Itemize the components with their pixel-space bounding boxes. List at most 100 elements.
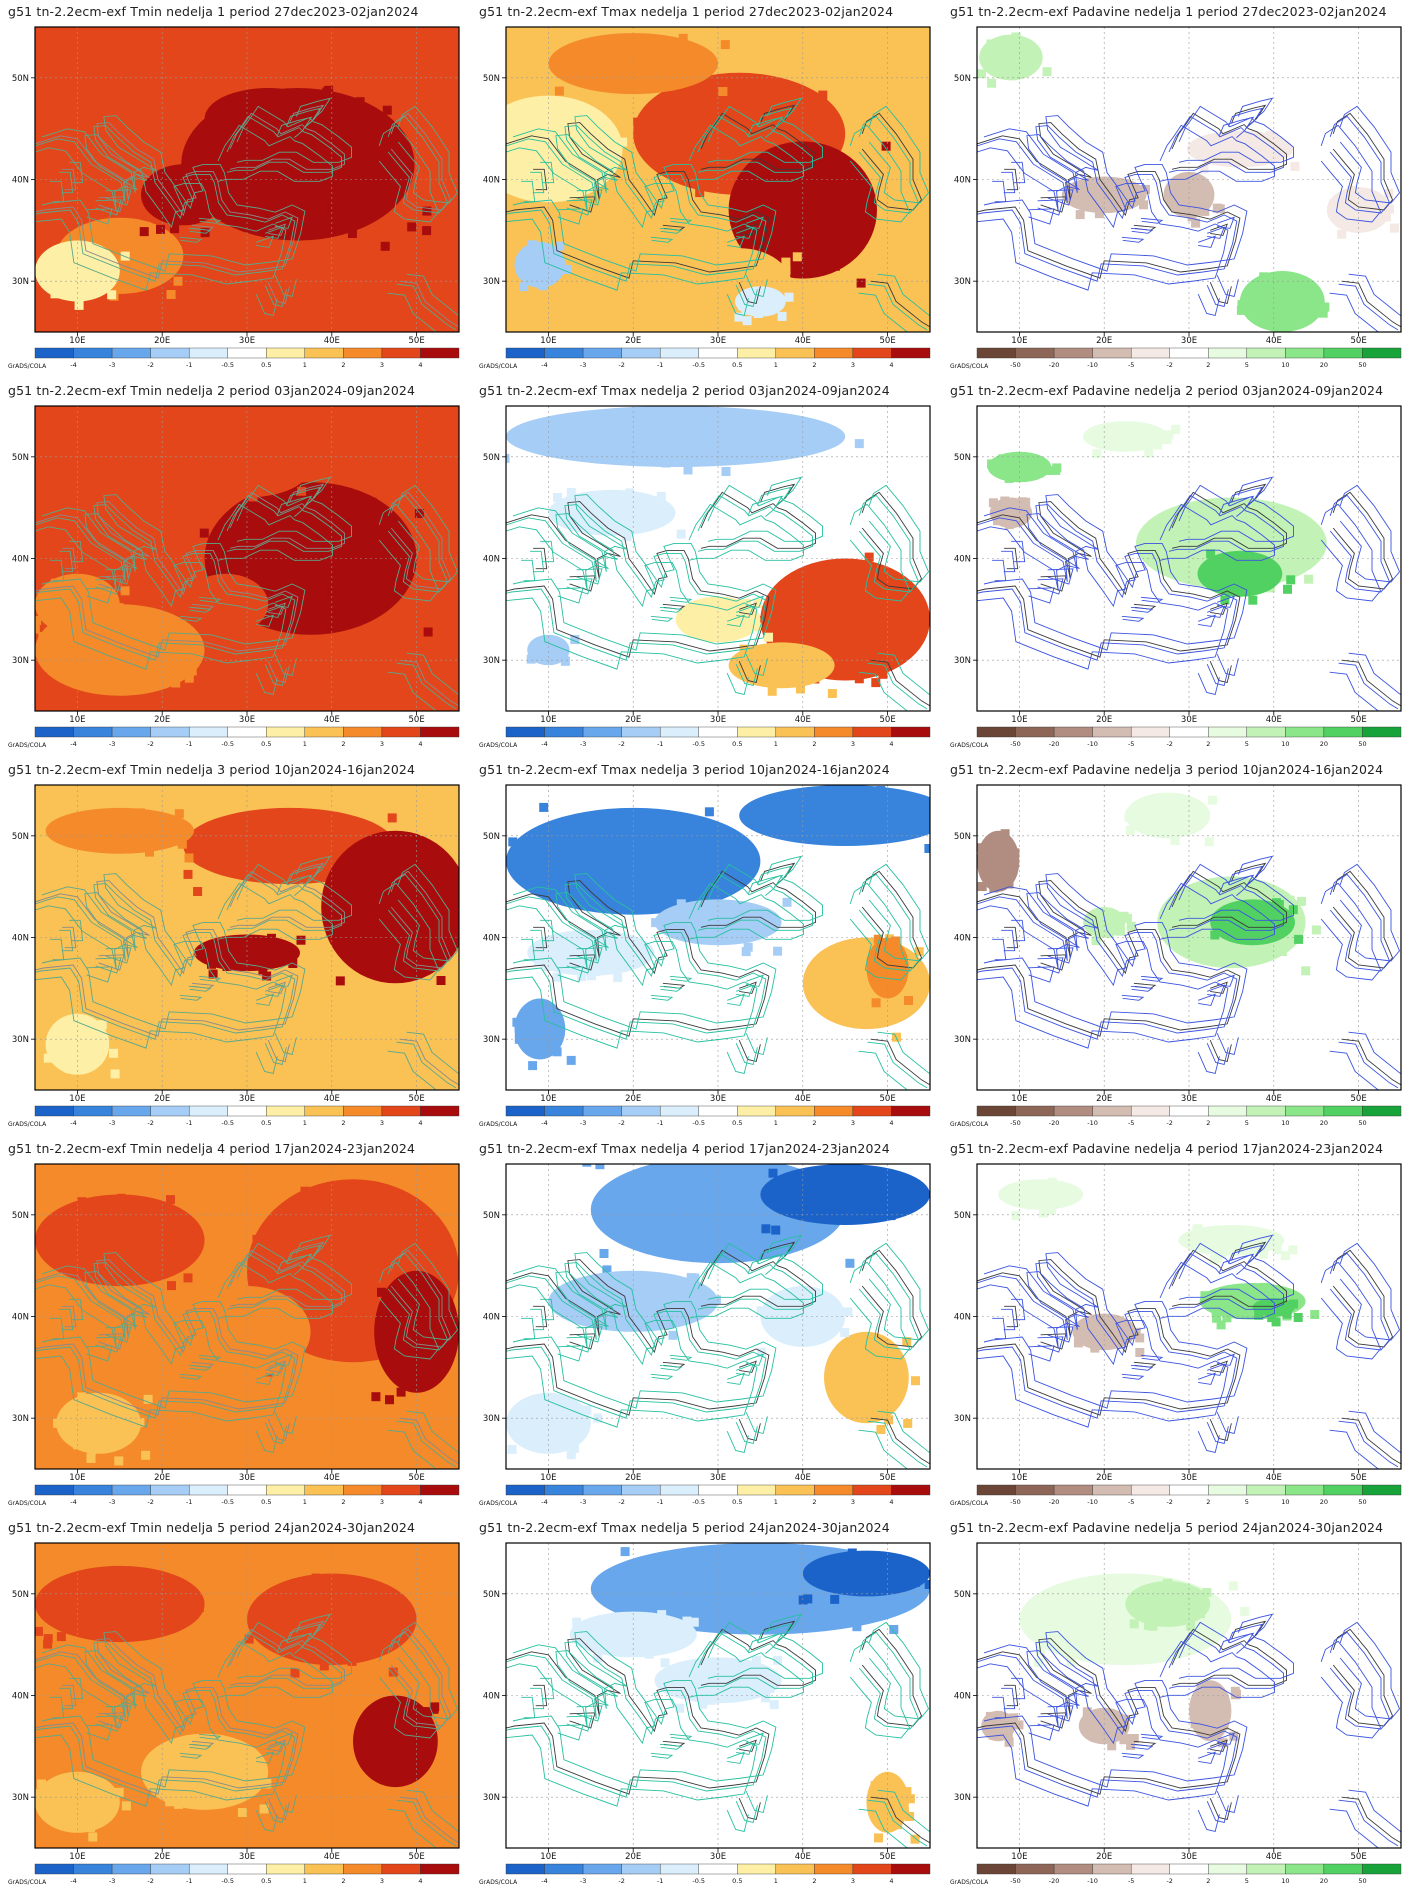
grid-block: [405, 1361, 415, 1371]
colorbar-segment: [1362, 347, 1402, 359]
grid-block: [739, 256, 749, 266]
colorbar-label: 10: [1281, 1498, 1289, 1506]
grid-block: [1256, 576, 1266, 586]
grid-block: [86, 1454, 96, 1463]
grid-block: [1285, 895, 1295, 905]
colorbar-label: -2: [618, 361, 624, 369]
grid-block: [220, 521, 230, 531]
colorbar-segment: [111, 347, 151, 359]
colorbar-segment: [381, 1863, 421, 1875]
tmax-anomaly-map: 10E 20E 30E 40E 50E 50N 40N 30N -4 -3 -2 -1 -0.5 0.5 1…: [483, 1542, 931, 1885]
grid-block: [1198, 195, 1208, 205]
colorbar-label: -4: [70, 1119, 76, 1127]
grid-block: [1073, 1338, 1083, 1348]
grid-block: [1119, 1735, 1129, 1745]
grid-block: [413, 1720, 423, 1730]
grid-block: [1019, 512, 1029, 522]
grid-block: [753, 309, 763, 318]
colorbar-label: -3: [109, 361, 115, 369]
grid-block: [538, 163, 548, 173]
grid-block: [141, 1450, 151, 1460]
lon-tick-label: 30E: [239, 715, 255, 725]
grid-block: [1075, 1329, 1084, 1339]
colorbar-label: -3: [580, 1877, 586, 1885]
lon-tick-label: 30E: [1181, 1473, 1197, 1483]
grid-block: [756, 1306, 766, 1316]
grid-block: [38, 632, 48, 642]
grid-block: [388, 1667, 398, 1677]
grid-block: [892, 1032, 901, 1042]
grid-block: [1141, 185, 1150, 194]
lat-tick-label: 30N: [12, 1035, 29, 1045]
colorbar-segment: [891, 347, 931, 359]
lat-tick-label: 30N: [954, 1793, 971, 1803]
colorbar-segment: [227, 347, 267, 359]
colorbar-label: -1: [657, 740, 663, 748]
grid-block: [224, 1746, 234, 1756]
grid-block: [1259, 1282, 1269, 1292]
colorbar-label: -2: [1166, 1498, 1172, 1506]
colorbar-segment: [621, 1863, 661, 1875]
grid-block: [43, 1639, 53, 1649]
lon-tick-label: 50E: [880, 336, 896, 346]
grid-block: [704, 415, 714, 425]
grid-block: [871, 998, 881, 1008]
colorbar-label: -4: [70, 1877, 76, 1885]
lon-tick-label: 50E: [1351, 1473, 1367, 1483]
lon-tick-label: 50E: [1351, 1094, 1367, 1104]
colorbar-label: -10: [1087, 1119, 1098, 1127]
lon-tick-label: 40E: [324, 715, 340, 725]
grid-block: [423, 1707, 433, 1717]
grid-block: [282, 144, 292, 153]
colorbar-label: -2: [147, 740, 153, 748]
tmax-anomaly-map: 10E 20E 30E 40E 50E 50N 40N 30N -4 -3 -2 -1 -0.5 0.5 1…: [483, 26, 931, 369]
colorbar-label: 1: [774, 361, 778, 369]
grid-block: [1184, 190, 1194, 200]
grid-block: [245, 625, 255, 635]
grid-block: [644, 1649, 654, 1659]
grid-block: [754, 445, 764, 455]
grid-block: [582, 1405, 592, 1415]
grid-block: [1010, 848, 1020, 858]
grid-block: [433, 955, 442, 965]
lon-tick-label: 50E: [1351, 1852, 1367, 1862]
grid-block: [262, 97, 272, 106]
lat-tick-label: 40N: [483, 1313, 500, 1323]
grid-block: [704, 807, 714, 817]
grid-block: [1195, 1609, 1205, 1619]
grid-block: [80, 817, 90, 827]
grid-block: [720, 40, 730, 50]
grid-block: [1126, 1740, 1136, 1750]
grid-block: [787, 678, 797, 688]
panel-title: g51 tn-2.2ecm-exf Tmin nedelja 1 period …: [8, 4, 419, 19]
lon-tick-label: 20E: [625, 1852, 641, 1862]
grid-block: [351, 941, 361, 951]
grid-block: [208, 969, 218, 979]
grid-block: [174, 809, 184, 819]
colorbar-segment: [73, 726, 113, 738]
colorbar-label: -1: [657, 1498, 663, 1506]
grid-block: [1119, 1323, 1129, 1333]
colorbar-label: -2: [1166, 1119, 1172, 1127]
colorbar-segment: [1285, 1484, 1325, 1496]
colorbar-segment: [1092, 347, 1132, 359]
grid-block: [304, 122, 314, 132]
grid-block: [519, 1015, 529, 1025]
lat-tick-label: 40N: [954, 934, 971, 944]
grid-block: [207, 959, 216, 969]
grid-block: [1094, 209, 1104, 219]
grid-block: [50, 289, 60, 299]
colorbar-label: -2: [147, 1498, 153, 1506]
grid-block: [549, 130, 558, 140]
grid-block: [1212, 1313, 1222, 1323]
grid-block: [905, 1794, 915, 1804]
grid-block: [216, 634, 226, 644]
grid-block: [120, 626, 130, 636]
contour-line: [977, 495, 1382, 711]
colorbar-segment: [1015, 1484, 1055, 1496]
colorbar-segment: [1246, 347, 1286, 359]
colorbar-segment: [1130, 347, 1170, 359]
colorbar-segment: [891, 1105, 931, 1117]
lon-tick-label: 40E: [1266, 1094, 1282, 1104]
colorbar-segment: [1285, 726, 1325, 738]
